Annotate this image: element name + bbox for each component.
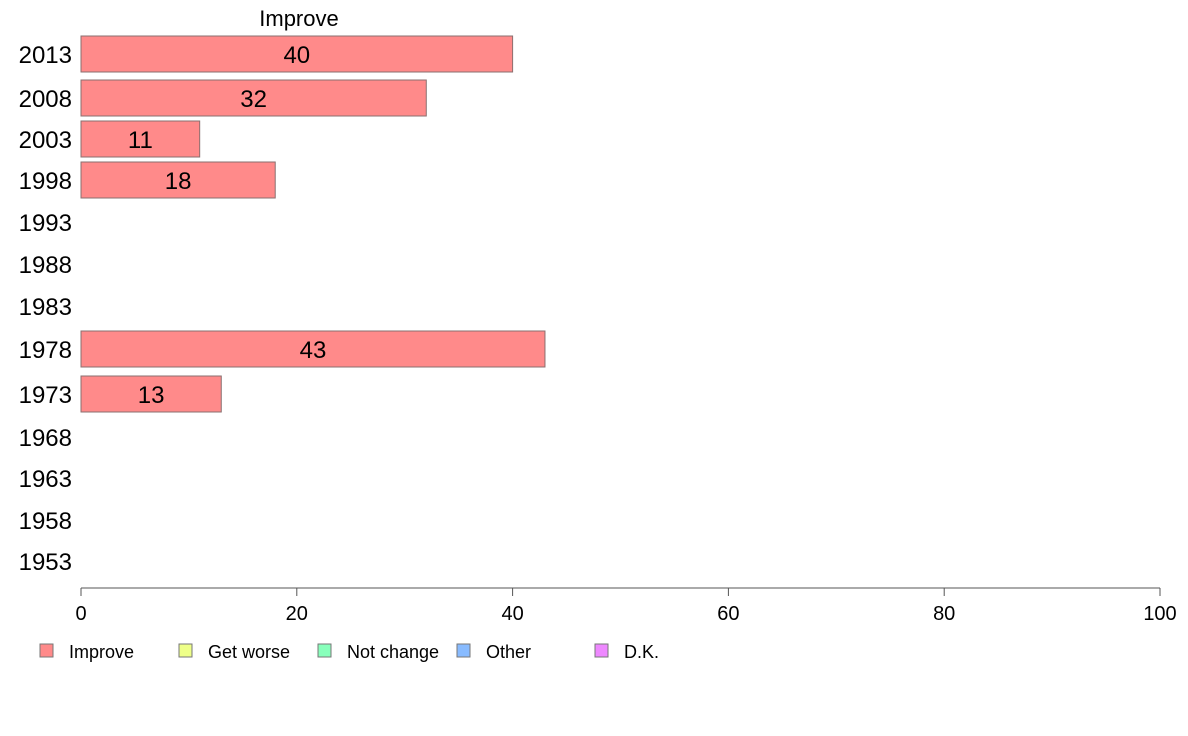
y-tick-label: 1973 — [19, 382, 72, 409]
x-tick-label: 80 — [933, 603, 955, 625]
bar-value-label: 40 — [283, 42, 310, 69]
legend-label: Other — [486, 642, 531, 662]
y-tick-label: 1988 — [19, 252, 72, 279]
panel-title: Improve — [259, 6, 338, 31]
bar-value-label: 43 — [300, 337, 327, 364]
legend-swatch — [178, 643, 193, 658]
legend-swatch — [39, 643, 54, 658]
y-tick-label: 1963 — [19, 466, 72, 493]
y-tick-label: 1958 — [19, 508, 72, 535]
legend-swatch — [456, 643, 471, 658]
y-tick-label: 2013 — [19, 42, 72, 69]
y-tick-label: 1953 — [19, 549, 72, 576]
bar-value-label: 32 — [240, 86, 267, 113]
x-tick-label: 20 — [286, 603, 308, 625]
y-tick-label: 1998 — [19, 168, 72, 195]
y-tick-label: 2003 — [19, 127, 72, 154]
y-tick-label: 1978 — [19, 337, 72, 364]
bars-layer: 40 32 11 18 43 13 — [80, 35, 546, 413]
y-tick-label: 1993 — [19, 210, 72, 237]
legend-swatch — [317, 643, 332, 658]
bar-value-label: 11 — [128, 127, 153, 154]
legend-label: Not change — [347, 642, 439, 662]
y-tick-label: 1983 — [19, 294, 72, 321]
y-tick-label: 2008 — [19, 86, 72, 113]
legend-label: Get worse — [208, 642, 290, 662]
x-tick-label: 0 — [75, 603, 86, 625]
bar-2008 — [80, 79, 427, 117]
bar-value-label: 13 — [138, 382, 165, 409]
bar-2003 — [80, 120, 201, 158]
bar-2013 — [80, 35, 514, 73]
legend-label: Improve — [69, 642, 134, 662]
bar-1978 — [80, 330, 546, 368]
x-tick-label: 100 — [1143, 603, 1176, 625]
legend-label: D.K. — [624, 642, 659, 662]
bar-1998 — [80, 161, 276, 199]
y-axis-labels: 2013 2008 2003 1998 1993 1988 1983 1978 1973 1968… — [19, 42, 72, 576]
x-tick-label: 40 — [501, 603, 523, 625]
x-tick-label: 60 — [717, 603, 739, 625]
y-tick-label: 1968 — [19, 425, 72, 452]
bar-1973 — [80, 375, 222, 413]
x-axis: 0 20 40 60 80 100 — [75, 587, 1177, 625]
legend: Improve Get worse Not change Other D.K. — [39, 642, 659, 662]
bar-value-label: 18 — [165, 168, 192, 195]
legend-swatch — [594, 643, 609, 658]
